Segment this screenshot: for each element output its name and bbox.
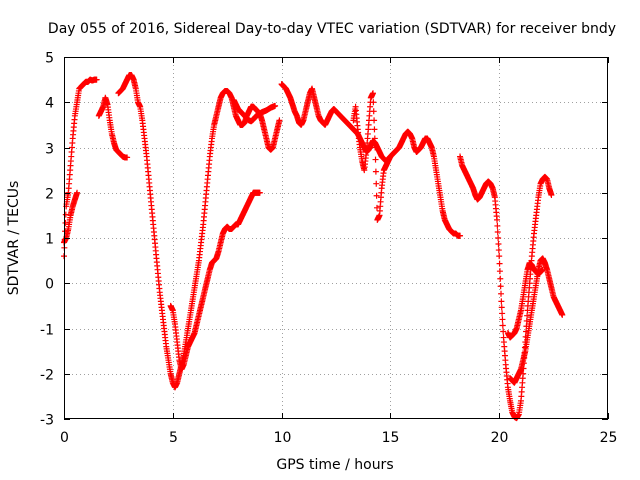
series-4	[115, 72, 283, 391]
data-point	[370, 108, 377, 115]
data-point	[495, 235, 502, 241]
ticks-layer	[64, 57, 609, 420]
y-tick-labels: -3 -2 -1 0 1 2 3 4 5	[40, 51, 54, 429]
x-tick-labels: 0 5 10 15 20 25	[60, 430, 617, 446]
data-point	[539, 266, 546, 273]
x-tick-label: 15	[382, 430, 400, 446]
data-point	[387, 153, 394, 160]
series-8	[350, 90, 394, 223]
data-point	[498, 290, 505, 297]
series-9	[457, 153, 555, 422]
data-point	[276, 117, 283, 124]
data-point	[371, 135, 378, 142]
data-point	[62, 211, 69, 218]
data-point	[373, 180, 380, 187]
data-point	[457, 232, 464, 239]
series-11	[504, 259, 546, 341]
data-point	[372, 156, 379, 163]
y-tick-label: 0	[45, 277, 54, 293]
data-point	[62, 219, 69, 226]
data-point	[494, 222, 501, 229]
data-point	[497, 275, 504, 282]
data-point	[373, 192, 380, 199]
series-2	[61, 189, 81, 246]
data-point	[524, 312, 531, 319]
chart-title: Day 055 of 2016, Sidereal Day-to-day VTE…	[48, 21, 616, 37]
x-axis-label: GPS time / hours	[276, 457, 393, 473]
data-point	[372, 168, 379, 175]
y-tick-label: -2	[40, 368, 54, 384]
data-point	[497, 283, 504, 290]
series-10	[507, 255, 566, 386]
y-tick-label: 1	[45, 232, 54, 248]
y-tick-label: -1	[40, 323, 54, 339]
data-point	[496, 253, 503, 260]
data-point	[500, 328, 507, 335]
data-point	[499, 316, 506, 323]
x-tick-label: 5	[169, 430, 178, 446]
y-tick-label: -3	[40, 413, 54, 429]
data-point	[370, 99, 377, 106]
data-point	[495, 241, 502, 248]
data-point	[548, 192, 555, 199]
data-point	[74, 189, 81, 196]
data-point	[496, 268, 503, 275]
x-tick-label: 20	[491, 430, 509, 446]
data-point	[371, 117, 378, 124]
data-point	[499, 322, 506, 329]
data-point	[494, 228, 501, 235]
data-point	[369, 90, 376, 97]
data-point	[256, 189, 263, 196]
data-point	[498, 298, 505, 305]
data-point	[559, 311, 566, 318]
data-point	[272, 102, 279, 109]
data-marks	[61, 72, 566, 422]
x-tick-label: 0	[60, 430, 69, 446]
series-5	[167, 189, 263, 373]
data-point	[499, 310, 506, 317]
y-tick-label: 3	[45, 142, 54, 158]
data-point	[496, 260, 503, 267]
data-point	[523, 317, 530, 324]
data-point	[498, 304, 505, 311]
data-point	[93, 76, 100, 83]
y-tick-label: 5	[45, 51, 54, 67]
x-tick-label: 10	[274, 430, 292, 446]
y-tick-label: 2	[45, 187, 54, 203]
data-point	[371, 126, 378, 133]
y-tick-label: 4	[45, 96, 54, 112]
series-6	[230, 96, 279, 125]
data-point	[124, 154, 131, 161]
x-tick-label: 25	[600, 430, 618, 446]
y-axis-label: SDTVAR / TECUs	[6, 181, 22, 296]
series-1	[61, 76, 100, 260]
data-point	[494, 216, 501, 223]
data-point	[495, 247, 502, 254]
series-3	[95, 94, 131, 161]
data-point	[373, 204, 380, 211]
data-point	[372, 144, 379, 151]
